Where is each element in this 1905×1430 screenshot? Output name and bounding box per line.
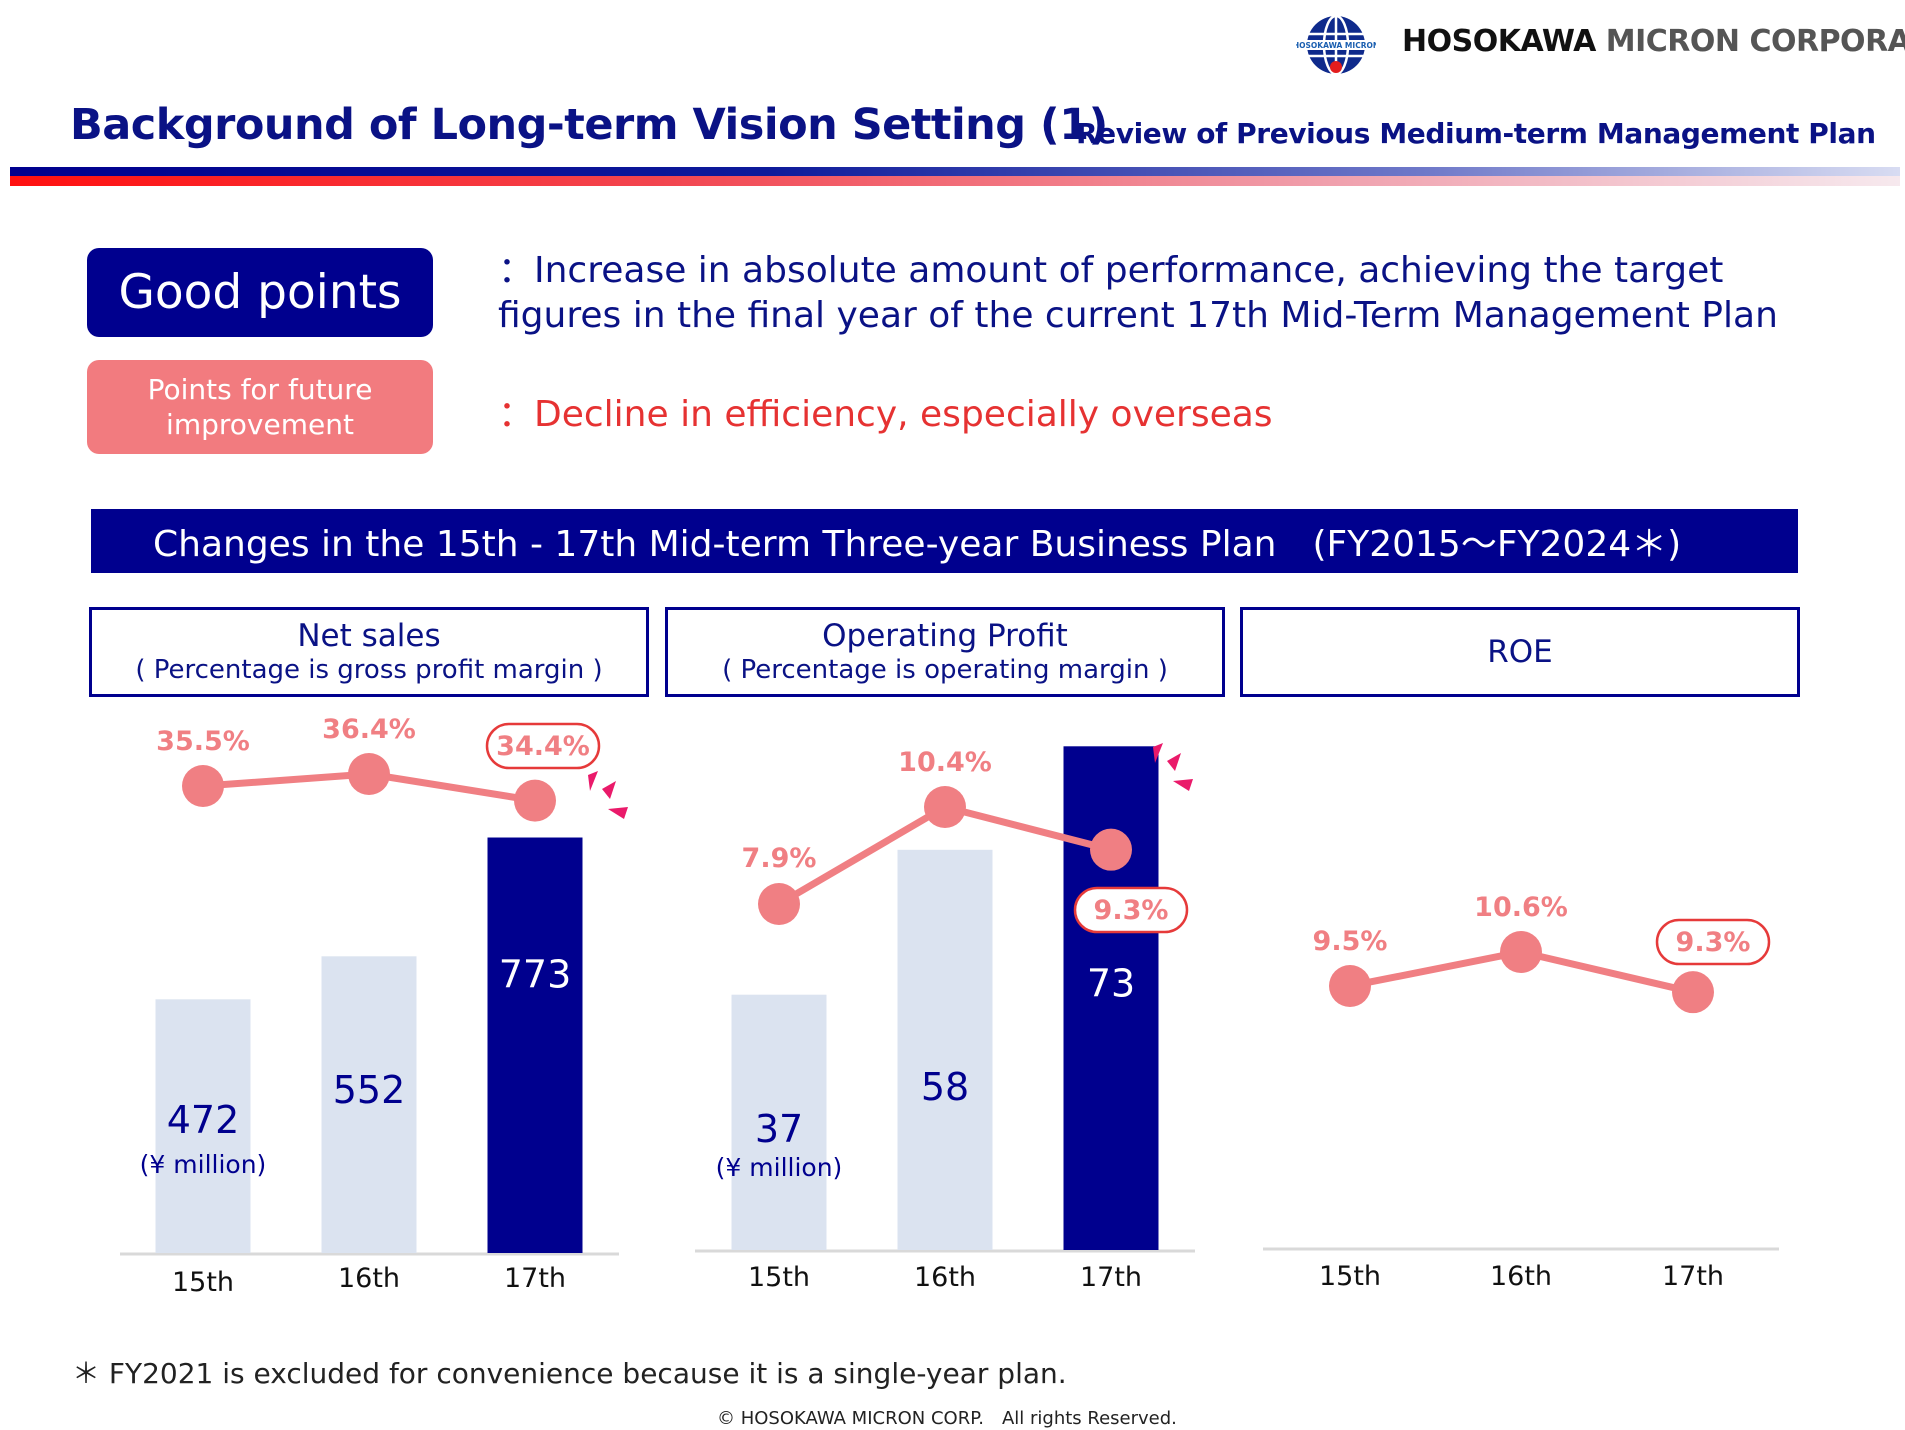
footnote: ＊ FY2021 is excluded for convenience bec… <box>72 1357 1067 1390</box>
chart2-value-label: 37 <box>755 1107 803 1151</box>
net-sales-title: Net sales <box>297 618 441 654</box>
chart1-line-label: 34.4% <box>496 731 590 762</box>
chart1-bar <box>155 999 251 1253</box>
chart1-line-label: 35.5% <box>156 726 250 757</box>
emphasis-mark-icon <box>1153 743 1163 763</box>
chart3-line-label: 10.6% <box>1474 892 1568 923</box>
chart1-value-label: 472 <box>167 1098 240 1142</box>
chart1-line-label: 36.4% <box>322 714 416 745</box>
chart2-bar <box>731 994 827 1250</box>
chart2-value-label: 73 <box>1087 961 1135 1005</box>
chart2-highlight-callout <box>1073 886 1189 934</box>
chart1-value-label: 773 <box>499 953 572 997</box>
roe-title: ROE <box>1487 634 1553 670</box>
chart2-category-label: 17th <box>1080 1262 1142 1293</box>
chart2-line-label: 9.3% <box>1094 895 1169 926</box>
chart1-point <box>514 779 556 822</box>
chart2-point <box>924 786 966 828</box>
roe-header: ROE <box>1240 607 1800 697</box>
chart3-point <box>1329 964 1371 1007</box>
chart1-category-label: 15th <box>172 1267 234 1298</box>
chart1-category-label: 16th <box>338 1263 400 1294</box>
good-points-badge: Good points <box>87 248 433 337</box>
emphasis-mark-icon <box>1173 779 1193 791</box>
company-name-part1: HOSOKAWA <box>1402 24 1596 59</box>
chart2-category-label: 15th <box>748 1262 810 1293</box>
chart3-line-label: 9.5% <box>1313 926 1388 957</box>
chart3-category-label: 16th <box>1490 1261 1552 1292</box>
operating-profit-title: Operating Profit <box>822 618 1068 654</box>
chart1-bar <box>321 956 417 1253</box>
chart2-point <box>758 883 800 925</box>
page-title: Background of Long-term Vision Setting (… <box>70 100 1108 150</box>
chart3-point <box>1672 971 1714 1014</box>
emphasis-mark-icon <box>1167 753 1181 771</box>
title-divider-red <box>10 176 1900 186</box>
emphasis-mark-icon <box>588 771 598 791</box>
chart1-point <box>348 753 390 796</box>
chart3-category-label: 17th <box>1662 1261 1724 1292</box>
page-subtitle: Review of Previous Medium-term Managemen… <box>1076 117 1876 150</box>
section-banner: Changes in the 15th - 17th Mid-term Thre… <box>91 509 1798 573</box>
good-points-text: ：Increase in absolute amount of performa… <box>498 250 1778 336</box>
chart1-category-label: 17th <box>504 1263 566 1294</box>
chart2-line-label: 10.4% <box>898 747 992 778</box>
company-logo-icon: HOSOKAWA MICRON <box>1296 14 1376 76</box>
operating-profit-header: Operating Profit ( Percentage is operati… <box>665 607 1225 697</box>
improvement-points-badge: Points for future improvement <box>87 360 433 454</box>
logo-text: HOSOKAWA MICRON <box>1296 41 1376 50</box>
chart3-category-label: 15th <box>1319 1261 1381 1292</box>
chart1-unit-label: (¥ million) <box>140 1150 267 1179</box>
net-sales-header: Net sales ( Percentage is gross profit m… <box>89 607 649 697</box>
chart1-value-label: 552 <box>333 1068 406 1112</box>
chart3-highlight-callout <box>1655 918 1771 966</box>
chart1-bar <box>487 837 583 1253</box>
improvement-points-text: ：Decline in efficiency, especially overs… <box>498 394 1273 435</box>
company-name: HOSOKAWA MICRON CORPORATION <box>1402 24 1905 59</box>
operating-profit-note: ( Percentage is operating margin ) <box>722 655 1168 685</box>
emphasis-mark-icon <box>608 807 628 819</box>
net-sales-note: ( Percentage is gross profit margin ) <box>135 655 603 685</box>
chart2-line-label: 7.9% <box>742 843 817 874</box>
chart2-value-label: 58 <box>921 1065 969 1109</box>
chart1-point <box>182 765 224 807</box>
title-divider-blue <box>10 167 1900 176</box>
chart1-highlight-callout <box>485 722 601 770</box>
chart2-category-label: 16th <box>914 1262 976 1293</box>
emphasis-mark-icon <box>602 781 616 799</box>
copyright: © HOSOKAWA MICRON CORP. All rights Reser… <box>717 1408 1177 1429</box>
chart2-bar <box>897 849 993 1250</box>
chart3-point <box>1500 931 1542 973</box>
chart2-point <box>1090 828 1132 871</box>
company-name-part2: MICRON CORPORATION <box>1605 24 1905 59</box>
chart3-line-label: 9.3% <box>1676 927 1751 958</box>
chart2-unit-label: (¥ million) <box>716 1153 843 1182</box>
